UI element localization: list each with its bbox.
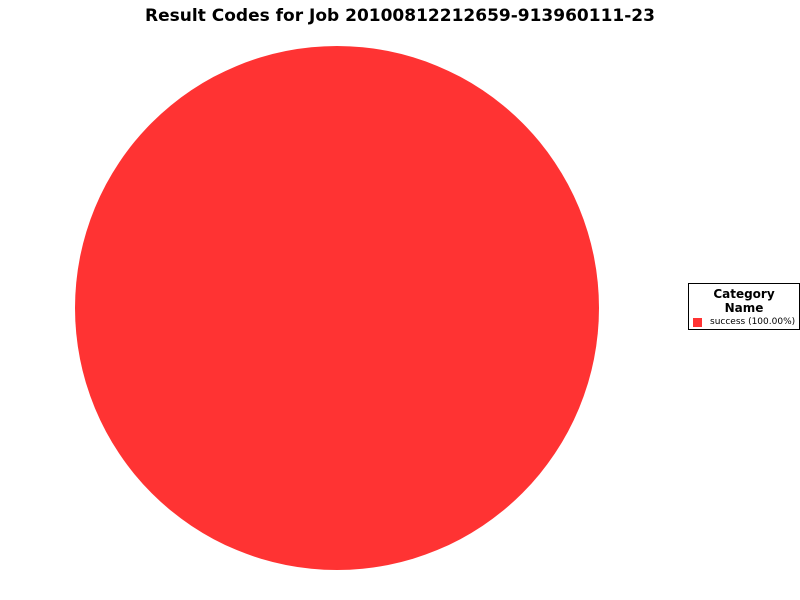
pie-slice-success — [75, 46, 599, 570]
legend: Category Name success (100.00%) — [688, 283, 800, 330]
legend-swatch — [693, 317, 702, 327]
legend-label: success (100.00%) — [710, 317, 796, 327]
legend-title: Category Name — [713, 287, 775, 315]
chart-title: Result Codes for Job 20100812212659-9139… — [145, 6, 655, 26]
legend-item: success (100.00%) — [692, 317, 796, 327]
